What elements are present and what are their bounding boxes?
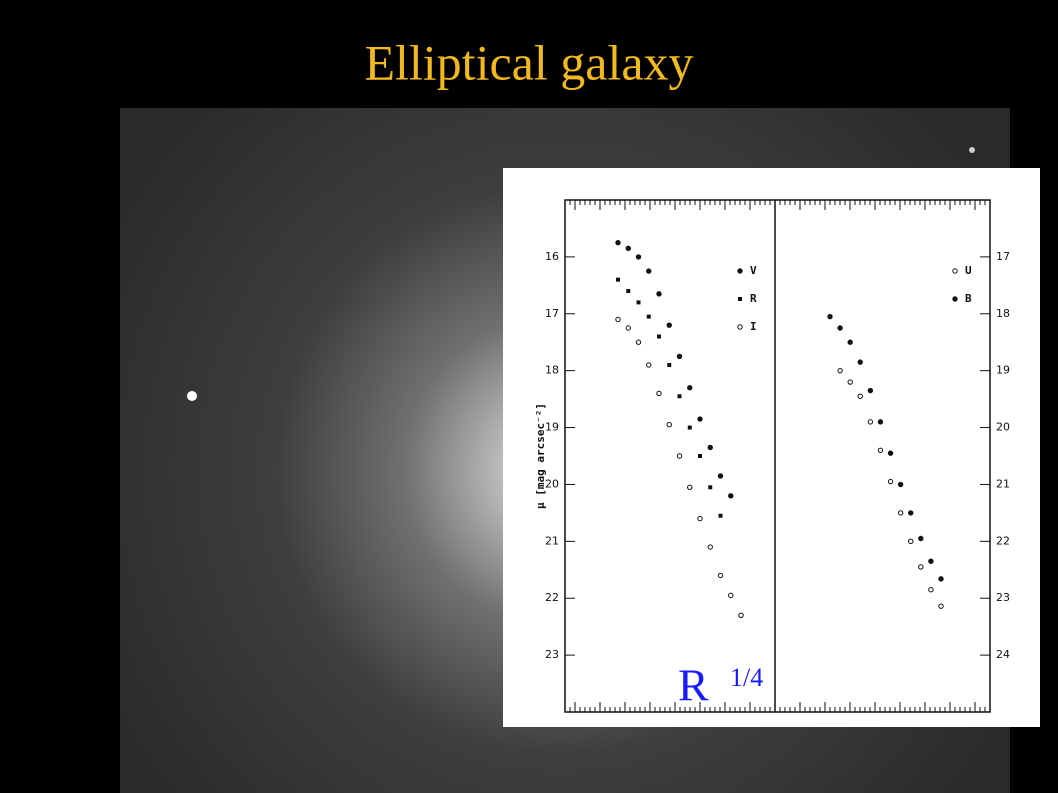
- data-point: [897, 481, 904, 488]
- data-point: [837, 325, 843, 331]
- data-point: [707, 444, 713, 451]
- slide-title: Elliptical galaxy: [364, 34, 693, 90]
- data-point: [615, 316, 621, 323]
- legend-marker: [737, 268, 743, 274]
- data-point: [667, 362, 672, 367]
- data-point: [616, 277, 620, 282]
- data-point: [867, 387, 874, 394]
- data-point: [717, 572, 724, 579]
- y-tick-label: 16: [545, 250, 559, 263]
- data-point: [666, 322, 672, 328]
- data-point: [635, 254, 642, 260]
- data-point: [918, 535, 924, 542]
- y-tick-label: 19: [996, 364, 1010, 377]
- data-point: [918, 564, 924, 570]
- data-point: [718, 513, 723, 518]
- data-point: [676, 353, 683, 360]
- data-point: [687, 425, 692, 430]
- y-tick-label: 24: [996, 648, 1010, 661]
- data-point: [625, 325, 631, 331]
- data-point: [928, 586, 934, 593]
- data-point: [698, 454, 702, 458]
- star: [187, 391, 197, 401]
- data-point: [697, 515, 703, 522]
- legend-marker: [738, 297, 742, 301]
- data-point: [938, 576, 944, 582]
- annotation-base: R: [678, 660, 709, 711]
- data-point: [676, 453, 683, 459]
- y-tick-label: 17: [996, 250, 1010, 263]
- inset-chart: [503, 168, 1040, 727]
- legend-label: V: [750, 264, 757, 277]
- data-point: [697, 416, 703, 422]
- legend-label: R: [750, 292, 757, 305]
- legend-label: B: [965, 292, 972, 305]
- data-point: [847, 379, 853, 385]
- data-point: [867, 419, 874, 425]
- y-tick-label: 23: [996, 591, 1010, 604]
- y-tick-label: 20: [996, 421, 1010, 434]
- y-tick-label: 22: [545, 591, 559, 604]
- data-point: [656, 291, 662, 297]
- plot-frame: [564, 199, 991, 713]
- y-tick-label: 23: [545, 648, 559, 661]
- data-point: [636, 300, 641, 305]
- data-point: [625, 245, 631, 252]
- data-point: [738, 612, 744, 618]
- data-point: [928, 558, 934, 564]
- data-point: [615, 239, 621, 246]
- y-tick-label: 18: [545, 364, 559, 377]
- data-point: [857, 393, 863, 399]
- data-point: [877, 419, 884, 425]
- data-point: [717, 473, 724, 479]
- y-tick-label: 20: [545, 477, 559, 490]
- data-point: [837, 367, 843, 374]
- minor-ticks: [569, 200, 986, 712]
- data-point: [707, 544, 713, 550]
- data-point: [877, 447, 884, 454]
- data-point: [728, 592, 734, 599]
- data-point: [887, 450, 894, 456]
- annotation-exponent: 1/4: [730, 663, 763, 692]
- data-point: [687, 484, 693, 490]
- data-point: [708, 485, 713, 490]
- data-point: [857, 359, 863, 365]
- data-point: [827, 313, 833, 320]
- y-axis-label: μ [mag arcsec⁻²]: [534, 403, 547, 509]
- data-point: [908, 538, 914, 545]
- y-tick-label: 17: [545, 307, 559, 320]
- data-point: [687, 385, 693, 391]
- data-point: [728, 493, 734, 499]
- legend-marker: [737, 324, 743, 330]
- legend-label: I: [750, 320, 757, 333]
- data-point: [908, 510, 914, 516]
- star: [969, 147, 975, 153]
- y-tick-label: 21: [545, 534, 559, 547]
- legend-marker: [952, 268, 958, 274]
- data-point: [626, 289, 631, 294]
- data-point: [646, 362, 652, 368]
- y-tick-label: 19: [545, 421, 559, 434]
- data-point: [646, 268, 652, 274]
- data-point: [847, 339, 853, 345]
- data-point: [677, 394, 682, 399]
- y-tick-label: 18: [996, 307, 1010, 320]
- data-point: [938, 603, 944, 609]
- data-point: [657, 334, 661, 339]
- legend-marker: [952, 296, 958, 302]
- y-tick-label: 21: [996, 477, 1010, 490]
- data-point: [635, 339, 642, 345]
- data-point: [646, 314, 651, 319]
- y-tick-label: 22: [996, 534, 1010, 547]
- legend-label: U: [965, 264, 972, 277]
- data-point: [887, 478, 894, 485]
- data-point: [656, 390, 662, 397]
- data-point: [666, 422, 672, 428]
- data-point: [897, 510, 904, 516]
